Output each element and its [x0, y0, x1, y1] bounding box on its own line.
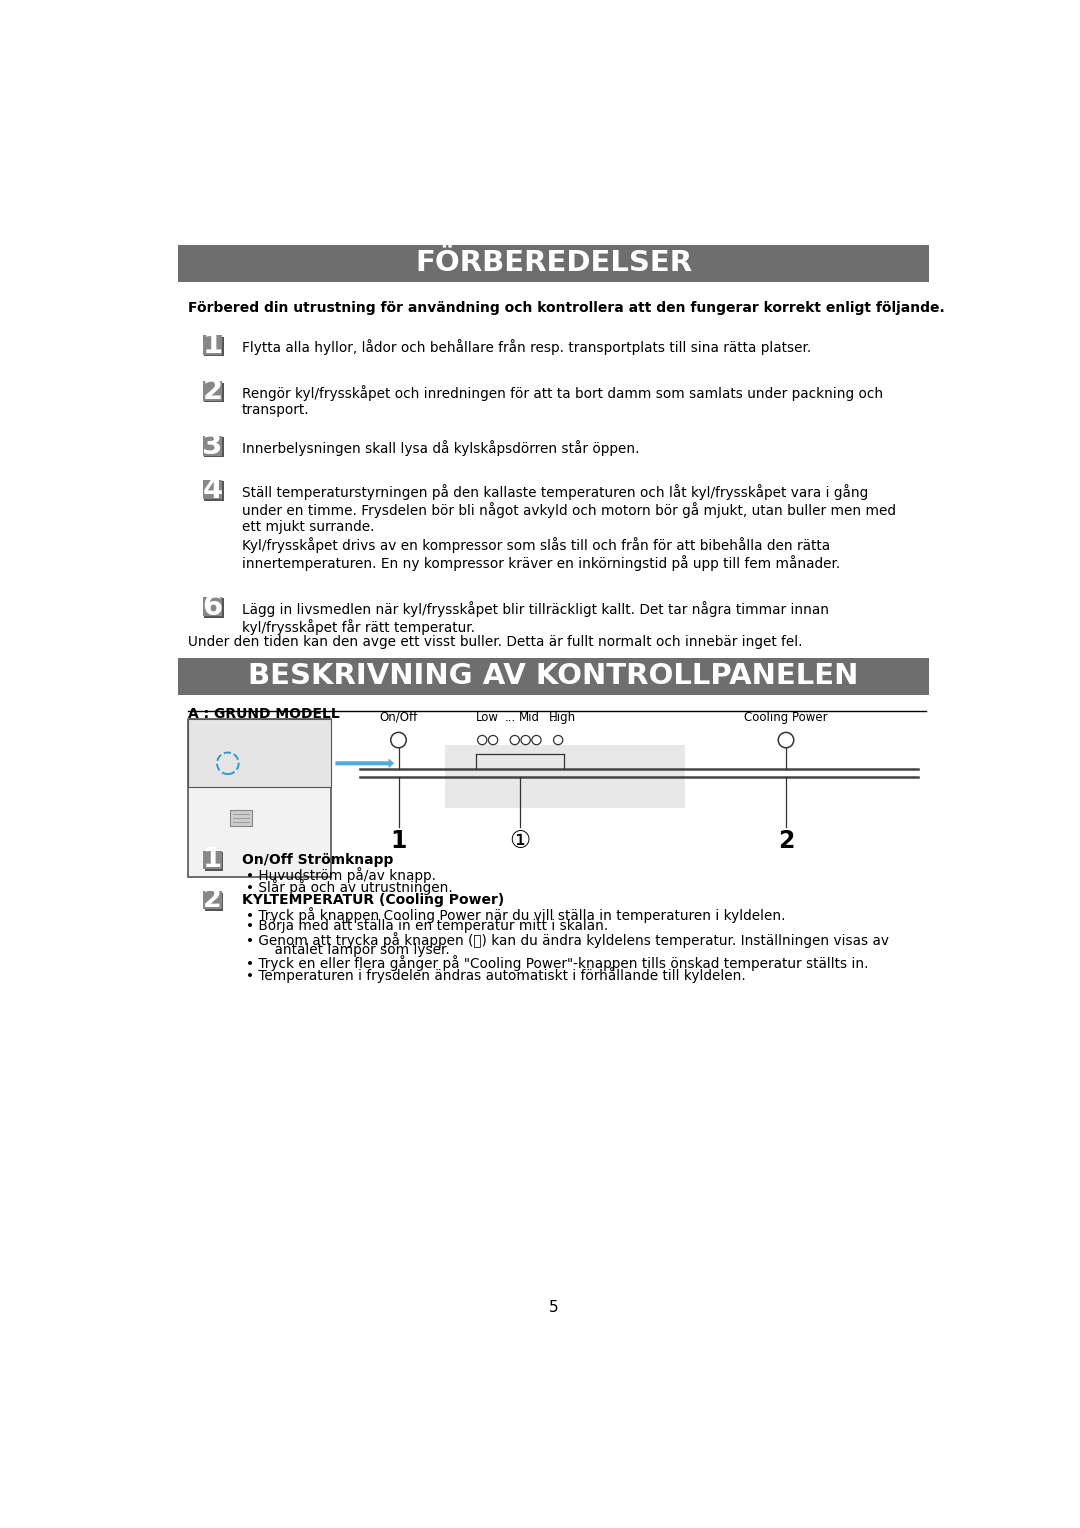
Bar — [203, 597, 222, 616]
Text: Innerbelysningen skall lysa då kylskåpsdörren står öppen.: Innerbelysningen skall lysa då kylskåpsd… — [242, 440, 639, 455]
Circle shape — [391, 732, 406, 747]
Text: On/Off: On/Off — [379, 711, 418, 724]
Bar — [203, 480, 222, 500]
Bar — [204, 336, 224, 356]
Circle shape — [521, 735, 530, 744]
Bar — [203, 335, 222, 354]
Text: ...: ... — [550, 711, 561, 724]
Bar — [204, 481, 224, 501]
Text: 1: 1 — [203, 847, 222, 872]
Text: Mid: Mid — [519, 711, 540, 724]
Bar — [204, 599, 224, 617]
Text: 2: 2 — [202, 377, 222, 405]
Text: Low: Low — [476, 711, 499, 724]
Text: Under den tiden kan den avge ett visst buller. Detta är fullt normalt och innebä: Under den tiden kan den avge ett visst b… — [188, 634, 802, 648]
Text: Förbered din utrustning för användning och kontrollera att den fungerar korrekt : Förbered din utrustning för användning o… — [188, 301, 944, 315]
Text: Ställ temperaturstyrningen på den kallaste temperaturen och låt kyl/frysskåpet v: Ställ temperaturstyrningen på den kallas… — [242, 484, 896, 571]
Circle shape — [779, 732, 794, 747]
Bar — [230, 810, 252, 825]
Text: FÖRBEREDELSER: FÖRBEREDELSER — [415, 249, 692, 278]
Text: • Genom att trycka på knappen (ⓘ) kan du ändra kyldelens temperatur. Inställning: • Genom att trycka på knappen (ⓘ) kan du… — [246, 932, 889, 947]
Bar — [188, 720, 332, 787]
Text: 4: 4 — [202, 475, 222, 504]
Text: Lägg in livsmedlen när kyl/frysskåpet blir tillräckligt kallt. Det tar några tim: Lägg in livsmedlen när kyl/frysskåpet bl… — [242, 601, 829, 636]
Bar — [203, 435, 222, 455]
Bar — [203, 851, 221, 869]
Text: Flytta alla hyllor, lådor och behållare från resp. transportplats till sina rätt: Flytta alla hyllor, lådor och behållare … — [242, 339, 811, 354]
Text: A : GRUND MODELL: A : GRUND MODELL — [188, 707, 339, 721]
Circle shape — [531, 735, 541, 744]
Bar — [177, 244, 930, 283]
Text: • Slår på och av utrustningen.: • Slår på och av utrustningen. — [246, 880, 453, 895]
Text: • Tryck på knappen Cooling Power när du vill ställa in temperaturen i kyldelen.: • Tryck på knappen Cooling Power när du … — [246, 908, 785, 923]
Text: Rengör kyl/frysskåpet och inredningen för att ta bort damm som samlats under pac: Rengör kyl/frysskåpet och inredningen fö… — [242, 385, 883, 417]
Text: ①: ① — [510, 830, 530, 854]
Bar — [205, 892, 224, 911]
Text: 2: 2 — [778, 830, 794, 854]
Text: High: High — [549, 711, 576, 724]
Circle shape — [488, 735, 498, 744]
Bar — [205, 853, 224, 871]
Text: ...: ... — [505, 711, 516, 724]
Text: 1: 1 — [390, 830, 407, 854]
Bar — [203, 891, 221, 909]
Text: 1: 1 — [202, 332, 222, 359]
Text: BESKRIVNING AV KONTROLLPANELEN: BESKRIVNING AV KONTROLLPANELEN — [248, 662, 859, 691]
Circle shape — [477, 735, 487, 744]
Text: KYLTEMPERATUR (Cooling Power): KYLTEMPERATUR (Cooling Power) — [242, 894, 504, 908]
Bar — [204, 437, 224, 457]
Text: Cooling Power: Cooling Power — [744, 711, 827, 724]
Text: • Temperaturen i frysdelen ändras automatiskt i förhållande till kyldelen.: • Temperaturen i frysdelen ändras automa… — [246, 967, 745, 983]
Text: • Börja med att ställa in en temperatur mitt i skalan.: • Börja med att ställa in en temperatur … — [246, 920, 608, 934]
Bar — [445, 746, 685, 808]
Text: 6: 6 — [202, 593, 222, 620]
Text: • Tryck en eller flera gånger på "Cooling Power"-knappen tills önskad temperatur: • Tryck en eller flera gånger på "Coolin… — [246, 955, 868, 970]
Text: 5: 5 — [549, 1300, 558, 1316]
Bar — [203, 382, 222, 400]
Bar — [177, 657, 930, 695]
Text: 3: 3 — [202, 432, 222, 460]
Bar — [204, 384, 224, 402]
Bar — [188, 720, 332, 877]
Circle shape — [510, 735, 519, 744]
Text: antalet lampor som lyser.: antalet lampor som lyser. — [257, 943, 449, 957]
Text: On/Off Strömknapp: On/Off Strömknapp — [242, 853, 393, 868]
Text: • Huvudström på/av knapp.: • Huvudström på/av knapp. — [246, 866, 436, 883]
Circle shape — [554, 735, 563, 744]
Text: 2: 2 — [203, 888, 221, 914]
